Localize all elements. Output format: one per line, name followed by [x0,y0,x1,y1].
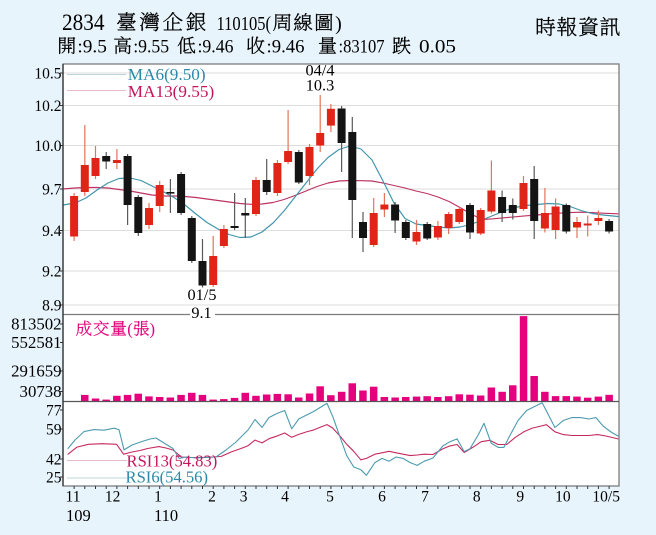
svg-text::9.55: :9.55 [133,37,169,58]
svg-text:1: 1 [154,489,162,506]
svg-text:5: 5 [326,489,334,506]
svg-text:MA6(9.50): MA6(9.50) [128,65,206,84]
svg-text:42: 42 [46,451,62,468]
svg-text:0.05: 0.05 [419,37,456,58]
svg-text:RSI13(54.83): RSI13(54.83) [127,452,218,471]
svg-text:6: 6 [378,489,386,506]
svg-text:30738: 30738 [20,382,62,401]
svg-text:8.9: 8.9 [42,297,62,314]
svg-text:3: 3 [240,489,248,506]
svg-text:8: 8 [473,489,481,506]
svg-text:11: 11 [66,489,81,506]
svg-text:10.3: 10.3 [306,76,335,95]
svg-text::9.46: :9.46 [267,37,305,58]
svg-text:10.0: 10.0 [34,138,61,155]
svg-text:): ) [335,13,342,35]
svg-text:59: 59 [46,421,62,438]
svg-text:77: 77 [46,402,62,419]
svg-text:): ) [150,320,156,339]
svg-text:813502: 813502 [11,315,61,334]
svg-text:9.2: 9.2 [42,263,61,280]
svg-text:RSI6(54.56): RSI6(54.56) [126,468,209,487]
svg-text:7: 7 [421,489,429,506]
svg-text:2: 2 [208,489,216,506]
svg-text:10: 10 [555,489,571,506]
svg-text:110105(: 110105( [217,13,272,35]
svg-text:(: ( [127,320,133,339]
svg-text:9.1: 9.1 [191,303,211,322]
svg-text:MA13(9.55): MA13(9.55) [128,82,214,101]
svg-text:552581: 552581 [11,333,61,352]
svg-text:10.5: 10.5 [34,65,61,82]
svg-text:01/5: 01/5 [188,285,217,304]
svg-text::9.5: :9.5 [77,37,107,58]
svg-text:04/4: 04/4 [306,61,335,80]
svg-text:9: 9 [516,489,524,506]
svg-text:25: 25 [46,469,62,486]
svg-text:9.4: 9.4 [42,223,62,240]
svg-text:291659: 291659 [11,362,61,381]
svg-text:12: 12 [105,489,121,506]
svg-text:10.2: 10.2 [34,98,61,115]
svg-text:9.7: 9.7 [42,181,62,198]
svg-text::9.46: :9.46 [198,37,234,58]
svg-text:4: 4 [281,489,289,506]
svg-text:109: 109 [66,506,91,525]
svg-text:110: 110 [154,506,178,525]
svg-text::83107: :83107 [339,37,385,58]
svg-text:2834: 2834 [62,10,105,35]
svg-text:10/5: 10/5 [592,489,620,506]
